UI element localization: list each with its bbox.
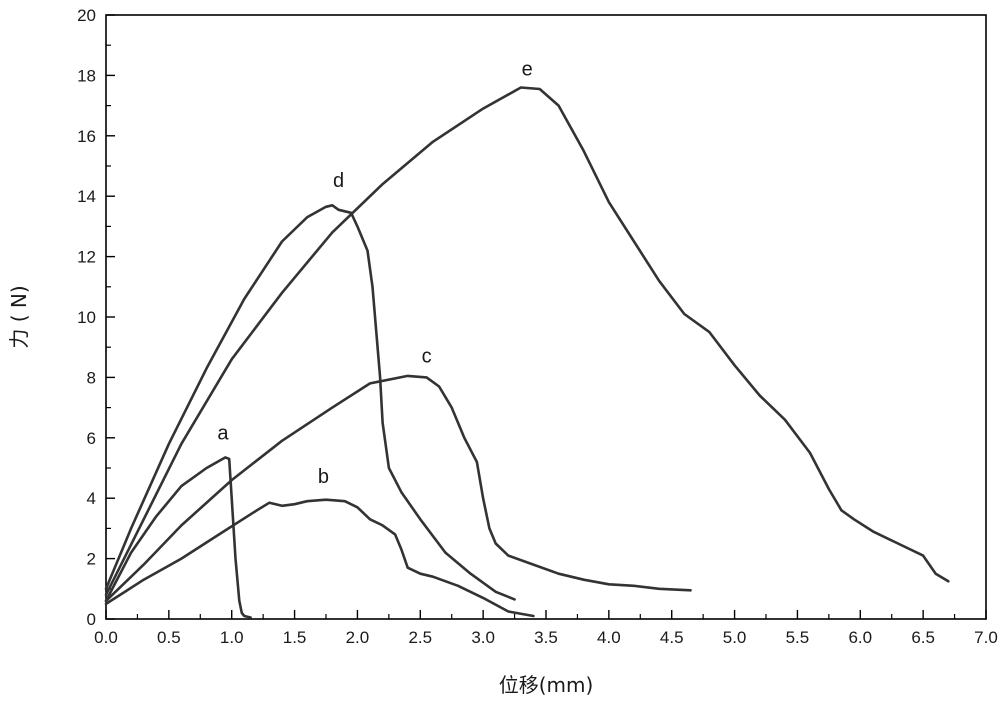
data-series [106,88,948,618]
x-tick-label: 2.5 [408,628,432,647]
y-tick-label: 2 [87,550,96,569]
chart-container: 0.0 0.5 1.0 1.5 2.0 2.5 3.0 3.5 4.0 4.5 5.0 5.5 6.0 6… [0,0,1000,701]
x-tick-label: 0.5 [157,628,181,647]
series-label-c: c [422,345,432,367]
y-tick-label: 20 [77,6,96,25]
plot-area-frame [106,15,986,619]
series-label-e: e [522,58,533,80]
y-tick-label: 16 [77,127,96,146]
x-tick-label: 1.0 [220,628,244,647]
series-line-b [106,500,533,616]
y-tick-label: 8 [87,368,96,387]
y-axis-title: 力 ( N) [7,285,31,348]
series-label-a: a [217,422,229,444]
x-tick-label: 6.5 [911,628,935,647]
series-labels: a b c d e [217,58,532,488]
x-tick-label: 5.5 [786,628,810,647]
y-tick-label: 4 [87,489,96,508]
y-tick-label: 0 [87,610,96,629]
y-tick-label: 10 [77,308,96,327]
x-tick-label: 2.0 [346,628,370,647]
y-tick-label: 14 [77,187,96,206]
x-tick-label: 4.0 [597,628,621,647]
x-tick-label: 3.5 [534,628,558,647]
series-label-b: b [318,466,329,488]
y-tick-label: 18 [77,66,96,85]
x-tick-label: 1.5 [283,628,307,647]
x-tick-label: 6.0 [848,628,872,647]
x-tick-label: 0.0 [94,628,118,647]
x-tick-label: 4.5 [660,628,684,647]
y-tick-label: 12 [77,248,96,267]
x-tick-label: 3.0 [471,628,495,647]
y-tick-label: 6 [87,429,96,448]
x-tick-label: 5.0 [723,628,747,647]
x-tick-label: 7.0 [974,628,998,647]
axis-ticks: 0.0 0.5 1.0 1.5 2.0 2.5 3.0 3.5 4.0 4.5 5.0 5.5 6.0 6… [77,6,998,647]
series-label-d: d [333,170,344,192]
x-axis-title: 位移(mm) [499,673,594,697]
line-chart: 0.0 0.5 1.0 1.5 2.0 2.5 3.0 3.5 4.0 4.5 5.0 5.5 6.0 6… [0,0,1000,701]
